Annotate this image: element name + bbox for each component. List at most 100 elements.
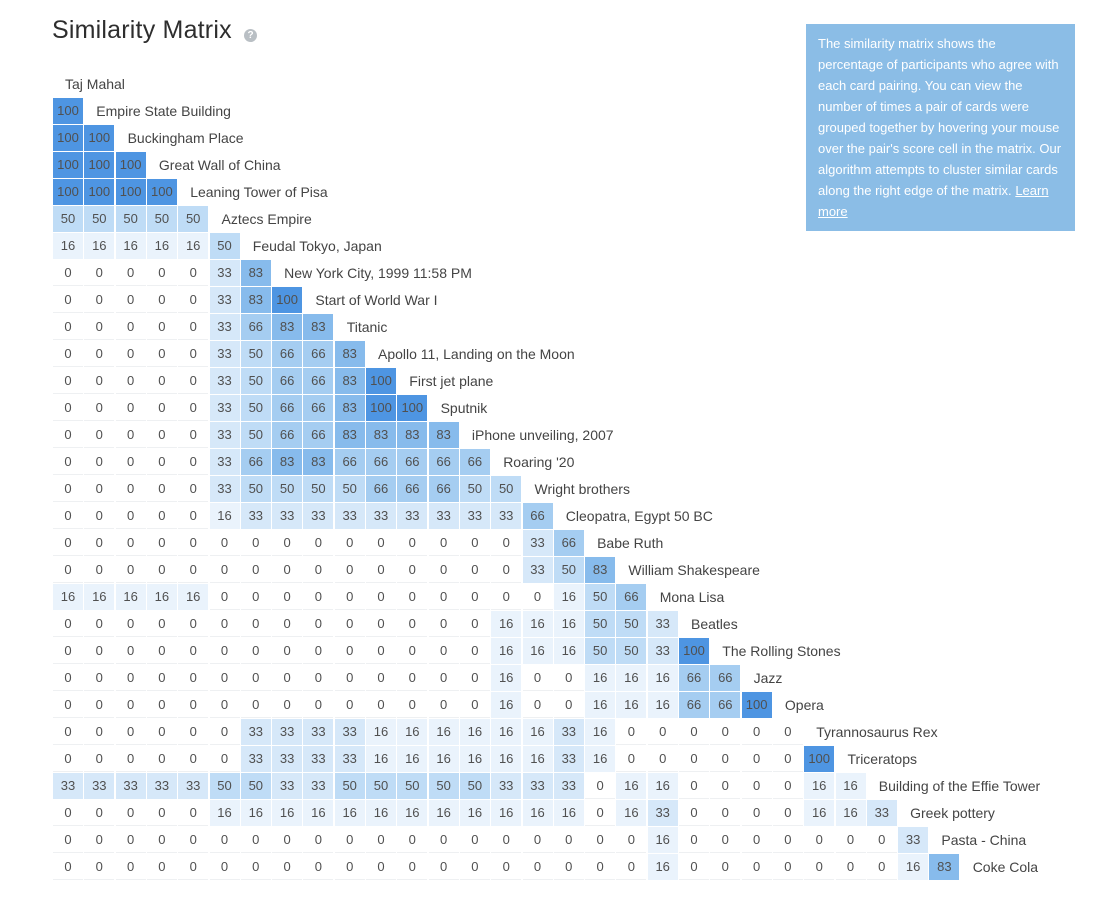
matrix-cell[interactable]: 0 [115, 854, 146, 880]
matrix-cell[interactable]: 66 [397, 476, 428, 502]
matrix-cell[interactable]: 0 [53, 341, 83, 367]
matrix-cell[interactable]: 33 [522, 557, 553, 583]
matrix-cell[interactable]: 16 [428, 800, 459, 826]
matrix-cell[interactable]: 0 [710, 773, 741, 799]
matrix-cell[interactable]: 0 [397, 584, 428, 610]
matrix-cell[interactable]: 0 [146, 287, 177, 313]
matrix-cell[interactable]: 33 [303, 719, 334, 745]
matrix-cell[interactable]: 66 [397, 449, 428, 475]
matrix-cell[interactable]: 0 [146, 476, 177, 502]
matrix-cell[interactable]: 0 [272, 584, 303, 610]
matrix-cell[interactable]: 16 [522, 719, 553, 745]
matrix-cell[interactable]: 33 [459, 503, 490, 529]
matrix-cell[interactable]: 0 [53, 422, 83, 448]
matrix-cell[interactable]: 0 [84, 800, 115, 826]
matrix-cell[interactable]: 66 [272, 395, 303, 421]
matrix-cell[interactable]: 0 [741, 827, 772, 853]
matrix-cell[interactable]: 100 [53, 179, 83, 205]
matrix-cell[interactable]: 0 [240, 611, 271, 637]
matrix-cell[interactable]: 16 [585, 665, 616, 691]
matrix-cell[interactable]: 0 [366, 827, 396, 853]
matrix-cell[interactable]: 50 [585, 638, 616, 664]
matrix-cell[interactable]: 0 [366, 530, 396, 556]
matrix-cell[interactable]: 33 [522, 530, 553, 556]
matrix-cell[interactable]: 16 [522, 746, 553, 772]
matrix-cell[interactable]: 0 [53, 719, 83, 745]
matrix-cell[interactable]: 16 [491, 719, 522, 745]
matrix-cell[interactable]: 0 [115, 314, 146, 340]
matrix-cell[interactable]: 0 [115, 422, 146, 448]
matrix-cell[interactable]: 33 [553, 773, 584, 799]
matrix-cell[interactable]: 0 [397, 530, 428, 556]
matrix-cell[interactable]: 0 [178, 530, 209, 556]
matrix-cell[interactable]: 50 [459, 476, 490, 502]
matrix-cell[interactable]: 16 [146, 584, 177, 610]
matrix-cell[interactable]: 0 [84, 827, 115, 853]
matrix-cell[interactable]: 0 [115, 638, 146, 664]
matrix-cell[interactable]: 0 [585, 773, 616, 799]
matrix-cell[interactable]: 0 [428, 557, 459, 583]
matrix-cell[interactable]: 0 [647, 746, 678, 772]
matrix-cell[interactable]: 0 [272, 827, 303, 853]
matrix-cell[interactable]: 83 [303, 449, 334, 475]
matrix-cell[interactable]: 66 [366, 476, 396, 502]
matrix-cell[interactable]: 0 [397, 827, 428, 853]
matrix-cell[interactable]: 16 [616, 773, 647, 799]
matrix-cell[interactable]: 0 [115, 368, 146, 394]
matrix-cell[interactable]: 0 [741, 854, 772, 880]
matrix-cell[interactable]: 16 [491, 638, 522, 664]
matrix-cell[interactable]: 0 [679, 746, 709, 772]
matrix-cell[interactable]: 50 [272, 476, 303, 502]
matrix-cell[interactable]: 66 [710, 692, 741, 718]
matrix-cell[interactable]: 0 [772, 746, 803, 772]
matrix-cell[interactable]: 50 [146, 206, 177, 232]
matrix-cell[interactable]: 33 [84, 773, 115, 799]
matrix-cell[interactable]: 0 [178, 611, 209, 637]
matrix-cell[interactable]: 0 [303, 665, 334, 691]
matrix-cell[interactable]: 33 [209, 260, 240, 286]
matrix-cell[interactable]: 0 [84, 719, 115, 745]
matrix-cell[interactable]: 50 [366, 773, 396, 799]
matrix-cell[interactable]: 33 [240, 503, 271, 529]
matrix-cell[interactable]: 0 [272, 665, 303, 691]
matrix-cell[interactable]: 0 [240, 692, 271, 718]
matrix-cell[interactable]: 66 [240, 449, 271, 475]
matrix-cell[interactable]: 0 [84, 260, 115, 286]
matrix-cell[interactable]: 0 [53, 665, 83, 691]
matrix-cell[interactable]: 0 [84, 530, 115, 556]
matrix-cell[interactable]: 50 [428, 773, 459, 799]
matrix-cell[interactable]: 0 [53, 260, 83, 286]
matrix-cell[interactable]: 50 [616, 638, 647, 664]
matrix-cell[interactable]: 0 [178, 692, 209, 718]
matrix-cell[interactable]: 0 [334, 665, 365, 691]
matrix-cell[interactable]: 16 [303, 800, 334, 826]
matrix-cell[interactable]: 0 [710, 800, 741, 826]
matrix-cell[interactable]: 83 [334, 368, 365, 394]
matrix-cell[interactable]: 0 [53, 503, 83, 529]
matrix-cell[interactable]: 50 [491, 476, 522, 502]
matrix-cell[interactable]: 50 [303, 476, 334, 502]
matrix-cell[interactable]: 0 [146, 746, 177, 772]
matrix-cell[interactable]: 0 [522, 827, 553, 853]
matrix-cell[interactable]: 66 [240, 314, 271, 340]
matrix-cell[interactable]: 16 [428, 746, 459, 772]
matrix-cell[interactable]: 0 [115, 719, 146, 745]
matrix-cell[interactable]: 0 [491, 827, 522, 853]
matrix-cell[interactable]: 16 [491, 665, 522, 691]
matrix-cell[interactable]: 50 [459, 773, 490, 799]
matrix-cell[interactable]: 16 [428, 719, 459, 745]
matrix-cell[interactable]: 0 [459, 557, 490, 583]
matrix-cell[interactable]: 0 [146, 665, 177, 691]
matrix-cell[interactable]: 0 [303, 692, 334, 718]
matrix-cell[interactable]: 66 [272, 422, 303, 448]
matrix-cell[interactable]: 0 [585, 854, 616, 880]
matrix-cell[interactable]: 0 [428, 638, 459, 664]
matrix-cell[interactable]: 0 [616, 719, 647, 745]
matrix-cell[interactable]: 16 [53, 584, 83, 610]
matrix-cell[interactable]: 50 [240, 395, 271, 421]
matrix-cell[interactable]: 0 [397, 557, 428, 583]
matrix-cell[interactable]: 0 [366, 665, 396, 691]
matrix-cell[interactable]: 33 [647, 638, 678, 664]
matrix-cell[interactable]: 33 [491, 503, 522, 529]
matrix-cell[interactable]: 16 [334, 800, 365, 826]
